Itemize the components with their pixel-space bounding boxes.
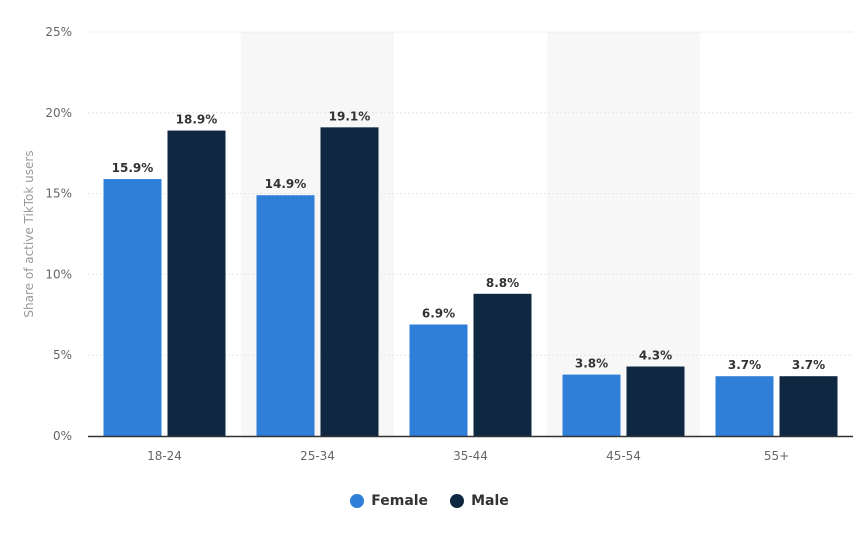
legend-swatch-female: [350, 494, 365, 508]
data-label-male-35-44: 8.8%: [486, 276, 519, 290]
legend-label-male: Male: [471, 493, 509, 509]
data-label-female-35-44: 6.9%: [422, 306, 455, 320]
x-tick-label: 45-54: [606, 449, 641, 463]
bar-female-45-54[interactable]: [562, 374, 621, 436]
bar-male-45-54[interactable]: [626, 366, 685, 436]
bar-male-18-24[interactable]: [167, 130, 226, 437]
data-labels: 15.9% 18.9% 14.9% 19.1% 6.9% 8.8% 3.8% 4.3% 3.7%…: [112, 109, 825, 372]
legend: Female Male: [0, 493, 859, 509]
bar-female-25-34[interactable]: [256, 195, 315, 436]
bars: [103, 127, 838, 437]
legend-label-female: Female: [371, 493, 429, 509]
bar-male-35-44[interactable]: [473, 293, 532, 436]
bar-male-55+[interactable]: [779, 376, 838, 436]
data-label-male-55+: 3.7%: [792, 358, 825, 372]
data-label-male-25-34: 19.1%: [329, 109, 371, 123]
bar-female-18-24[interactable]: [103, 179, 162, 436]
legend-item-male[interactable]: Male: [450, 493, 509, 509]
bar-female-55+[interactable]: [715, 376, 774, 436]
data-label-female-18-24: 15.9%: [112, 161, 154, 175]
x-tick-label: 25-34: [300, 449, 335, 463]
y-tick-label: 10%: [45, 267, 72, 281]
data-label-female-25-34: 14.9%: [265, 177, 307, 191]
y-tick-label: 5%: [53, 348, 72, 362]
gridlines: [88, 31, 853, 356]
x-tick-label: 55+: [764, 449, 789, 463]
y-axis-ticks: 0% 5% 10% 15% 20% 25%: [45, 25, 72, 443]
x-tick-label: 18-24: [147, 449, 182, 463]
data-label-male-45-54: 4.3%: [639, 349, 672, 363]
y-tick-label: 25%: [45, 25, 72, 39]
legend-item-female[interactable]: Female: [350, 493, 428, 509]
bar-female-35-44[interactable]: [409, 324, 468, 436]
x-tick-label: 35-44: [453, 449, 488, 463]
data-label-female-55+: 3.7%: [728, 358, 761, 372]
data-label-female-45-54: 3.8%: [575, 357, 608, 371]
legend-swatch-male: [450, 494, 465, 508]
x-axis: 18-24 25-34 35-44 45-54 55+: [88, 435, 853, 463]
bar-male-25-34[interactable]: [320, 127, 379, 437]
data-label-male-18-24: 18.9%: [176, 113, 218, 127]
y-axis-title: Share of active TikTok users: [22, 150, 36, 317]
y-tick-label: 20%: [45, 106, 72, 120]
y-tick-label: 15%: [45, 187, 72, 201]
y-tick-label: 0%: [53, 429, 72, 443]
